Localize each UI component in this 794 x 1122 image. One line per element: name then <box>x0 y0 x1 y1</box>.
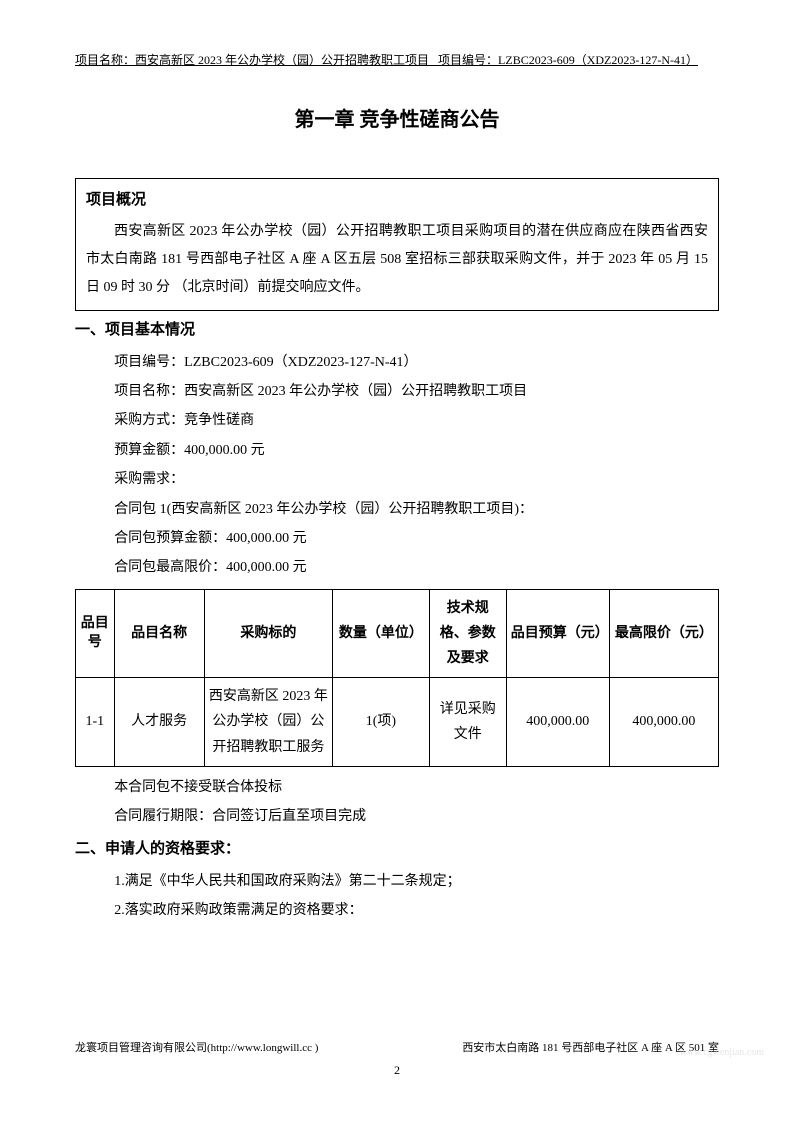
no-consortium-line: 本合同包不接受联合体投标 <box>114 773 719 802</box>
demand-line: 采购需求： <box>114 465 719 494</box>
package-line: 合同包 1(西安高新区 2023 年公办学校（园）公开招聘教职工项目)： <box>114 495 719 524</box>
project-name-line: 项目名称：西安高新区 2023 年公办学校（园）公开招聘教职工项目 <box>114 377 719 406</box>
project-code-line: 项目编号：LZBC2023-609（XDZ2023-127-N-41） <box>114 348 719 377</box>
header-project-name: 西安高新区 2023 年公办学校（园）公开招聘教职工项目 <box>135 53 429 67</box>
budget-line: 预算金额：400,000.00 元 <box>114 436 719 465</box>
header-project-code-label: 项目编号： <box>438 53 498 67</box>
td-target: 西安高新区 2023 年公办学校（园）公开招聘教职工服务 <box>204 678 333 767</box>
td-qty: 1(项) <box>333 678 429 767</box>
th-tech: 技术规格、参数及要求 <box>429 589 506 678</box>
duration-line: 合同履行期限：合同签订后直至项目完成 <box>114 802 719 831</box>
header-project-name-label: 项目名称： <box>75 53 135 67</box>
overview-box: 项目概况 西安高新区 2023 年公办学校（园）公开招聘教职工项目采购项目的潜在… <box>75 178 719 311</box>
td-tech: 详见采购文件 <box>429 678 506 767</box>
td-num: 1-1 <box>76 678 115 767</box>
chapter-title: 第一章 竞争性磋商公告 <box>75 102 719 138</box>
requirement-1: 1.满足《中华人民共和国政府采购法》第二十二条规定； <box>114 867 719 896</box>
package-budget-line: 合同包预算金额：400,000.00 元 <box>114 524 719 553</box>
footer-page-number: 2 <box>75 1060 719 1082</box>
document-header: 项目名称：西安高新区 2023 年公办学校（园）公开招聘教职工项目 项目编号：L… <box>75 50 719 72</box>
th-budget: 品目预算（元） <box>506 589 609 678</box>
page-footer: 龙寰项目管理咨询有限公司(http://www.longwill.cc ) 西安… <box>75 1039 719 1082</box>
method-line: 采购方式：竞争性磋商 <box>114 406 719 435</box>
footer-left: 龙寰项目管理咨询有限公司(http://www.longwill.cc ) <box>75 1039 318 1059</box>
requirement-2: 2.落实政府采购政策需满足的资格要求： <box>114 896 719 925</box>
th-num: 品目号 <box>76 589 115 678</box>
package-max-line: 合同包最高限价：400,000.00 元 <box>114 553 719 582</box>
overview-title: 项目概况 <box>86 187 708 214</box>
th-qty: 数量（单位） <box>333 589 429 678</box>
th-max: 最高限价（元） <box>609 589 718 678</box>
overview-body: 西安高新区 2023 年公办学校（园）公开招聘教职工项目采购项目的潜在供应商应在… <box>86 218 708 302</box>
section1-title: 一、项目基本情况 <box>75 317 719 344</box>
items-table: 品目号 品目名称 采购标的 数量（单位） 技术规格、参数及要求 品目预算（元） … <box>75 589 719 767</box>
th-target: 采购标的 <box>204 589 333 678</box>
watermark: www.cgwenjian.com <box>680 1044 764 1062</box>
table-header-row: 品目号 品目名称 采购标的 数量（单位） 技术规格、参数及要求 品目预算（元） … <box>76 589 719 678</box>
header-project-code: LZBC2023-609（XDZ2023-127-N-41） <box>498 53 698 67</box>
section2-title: 二、申请人的资格要求： <box>75 836 719 863</box>
td-name: 人才服务 <box>114 678 204 767</box>
th-name: 品目名称 <box>114 589 204 678</box>
td-budget: 400,000.00 <box>506 678 609 767</box>
td-max: 400,000.00 <box>609 678 718 767</box>
table-row: 1-1 人才服务 西安高新区 2023 年公办学校（园）公开招聘教职工服务 1(… <box>76 678 719 767</box>
